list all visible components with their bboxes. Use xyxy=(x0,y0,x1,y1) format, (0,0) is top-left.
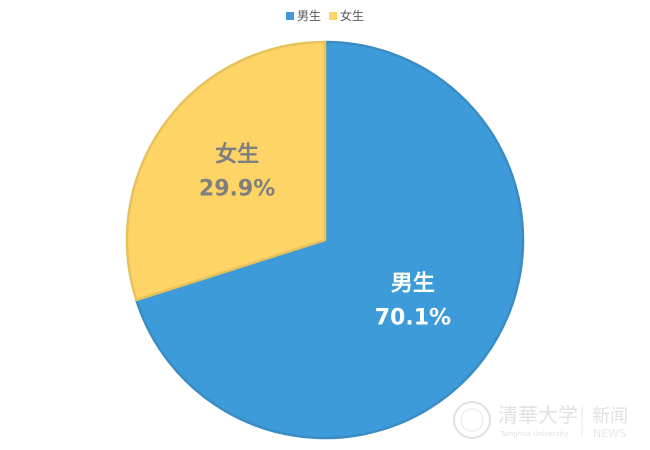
pie-slice[interactable] xyxy=(125,40,327,302)
svg-text:新闻: 新闻 xyxy=(592,406,628,427)
slice-percent-label: 29.9% xyxy=(199,177,275,202)
legend: 男生 女生 xyxy=(0,7,650,24)
legend-item[interactable]: 女生 xyxy=(329,7,364,24)
pie-slice[interactable] xyxy=(135,40,525,440)
legend-swatch xyxy=(329,11,337,20)
slice-name-label: 男生 xyxy=(391,271,435,296)
svg-text:NEWS: NEWS xyxy=(593,427,626,440)
slice-percent-label: 70.1% xyxy=(375,305,451,330)
legend-label: 女生 xyxy=(340,9,365,23)
legend-label: 男生 xyxy=(296,9,321,23)
legend-swatch xyxy=(285,11,294,20)
legend-item[interactable]: 男生 xyxy=(285,7,321,24)
svg-text:清華大学: 清華大学 xyxy=(498,403,578,427)
tsinghua-news-watermark: 清華大学 Tsinghua University 新闻 NEWS xyxy=(453,401,628,440)
slice-name-label: 女生 xyxy=(215,142,259,168)
svg-text:Tsinghua University: Tsinghua University xyxy=(499,430,568,438)
